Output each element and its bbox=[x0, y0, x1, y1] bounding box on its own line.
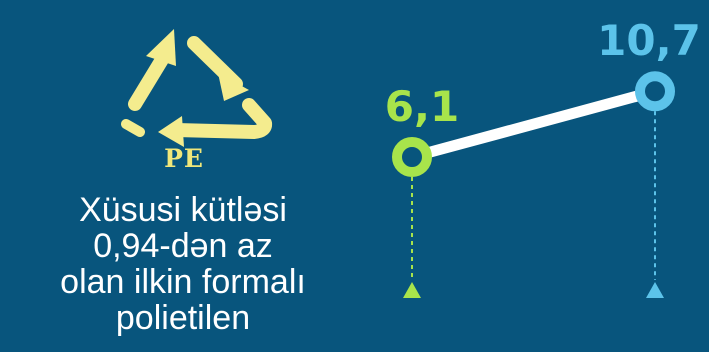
description-line: Xüsusi kütləsi bbox=[79, 191, 287, 229]
up-arrow-0 bbox=[403, 282, 421, 298]
up-arrow-1 bbox=[646, 282, 664, 298]
material-code: PE bbox=[164, 144, 204, 173]
recycle-arrow-left-bar bbox=[128, 46, 173, 111]
recycle-arrowhead-bottom bbox=[158, 116, 184, 147]
recycle-arrowhead-right bbox=[218, 73, 249, 101]
recycle-arrow-right-bar bbox=[187, 36, 243, 91]
recycle-arrowhead-top bbox=[146, 29, 176, 66]
series-line bbox=[406, 85, 661, 163]
data-point-0 bbox=[392, 137, 432, 177]
description-text: Xüsusi kütləsi 0,94-dən az olan ilkin fo… bbox=[18, 192, 348, 336]
description-line: polietilen bbox=[115, 299, 251, 337]
data-point-1 bbox=[635, 71, 675, 112]
data-label-1: 10,7 bbox=[597, 16, 701, 65]
recycle-arrow-corner bbox=[121, 119, 145, 137]
description-line: olan ilkin formalı bbox=[60, 263, 306, 301]
data-label-0: 6,1 bbox=[385, 82, 459, 131]
recycle-arrow-bottom-bar bbox=[169, 98, 273, 139]
description-line: 0,94-dən az bbox=[93, 227, 273, 265]
recycle-arrowheads bbox=[146, 29, 249, 147]
